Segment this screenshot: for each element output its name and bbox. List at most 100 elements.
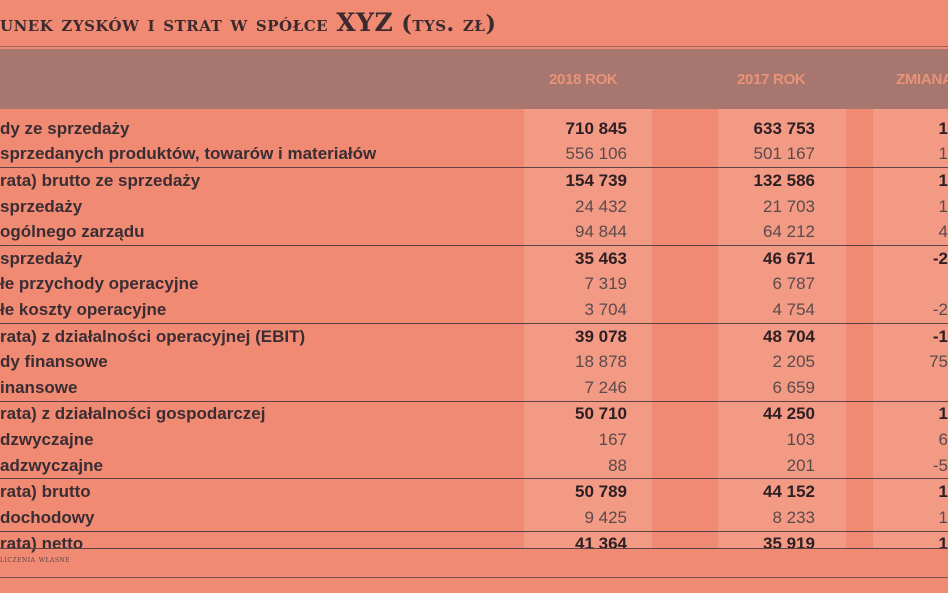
- value-change: 1: [865, 400, 948, 428]
- title-part1: unek zysków i strat w spółce: [0, 11, 337, 37]
- table-row: adzwyczajne 88 201 -5: [0, 453, 948, 479]
- value-2017: 633 753: [753, 118, 815, 138]
- row-label: rata) brutto ze sprzedaży: [0, 167, 520, 194]
- row-label: łe przychody operacyjne: [0, 274, 199, 294]
- value-2017: 21 703: [763, 196, 815, 216]
- spacer: [627, 244, 705, 272]
- value-2017: 64 212: [763, 222, 815, 242]
- table-row: ogólnego zarządu 94 844 64 212 4: [0, 219, 948, 245]
- spacer: [815, 322, 865, 350]
- value-change: 4: [938, 222, 948, 242]
- value-2018: 9 425: [584, 507, 627, 527]
- spacer: [815, 142, 865, 168]
- header-2017: 2017 ROK: [737, 71, 806, 88]
- table-row: łe przychody operacyjne 7 319 6 787: [0, 272, 948, 298]
- value-change: 1: [865, 530, 948, 558]
- row-label: rata) z działalności gospodarczej: [0, 400, 520, 428]
- value-2017: 132 586: [705, 167, 815, 194]
- spacer: [627, 349, 705, 375]
- value-2018: 7 246: [584, 377, 627, 397]
- spacer: [627, 322, 705, 350]
- spacer: [627, 297, 705, 323]
- title-company: XYZ: [336, 8, 394, 37]
- spacer: [627, 530, 705, 558]
- value-2017: 501 167: [753, 144, 815, 164]
- row-label: adzwyczajne: [0, 455, 103, 475]
- value-2017: 2 205: [772, 352, 815, 372]
- spacer: [627, 116, 705, 142]
- footer-divider: [0, 577, 948, 578]
- table-row: sprzedanych produktów, towarów i materia…: [0, 142, 948, 168]
- value-change: 75: [929, 352, 948, 372]
- value-2017: 6 659: [772, 377, 815, 397]
- value-2018: 41 364: [520, 530, 627, 558]
- spacer: [815, 116, 865, 142]
- value-2017: 4 754: [772, 299, 815, 319]
- table-title: unek zysków i strat w spółce XYZ (tys. z…: [0, 8, 496, 40]
- value-2017: 8 233: [772, 507, 815, 527]
- row-label: rata) z działalności operacyjnej (EBIT): [0, 322, 520, 350]
- row-label: dochodowy: [0, 507, 95, 527]
- spacer: [815, 194, 865, 220]
- table-bottom-divider: [0, 548, 948, 549]
- value-change: -5: [932, 455, 948, 475]
- spacer: [627, 167, 705, 194]
- spacer: [627, 375, 705, 401]
- value-2018: 50 789: [520, 478, 627, 505]
- value-2017: 35 919: [705, 530, 815, 558]
- table-row: dy finansowe 18 878 2 205 75: [0, 349, 948, 375]
- spacer: [627, 194, 705, 220]
- value-2018: 18 878: [575, 352, 627, 372]
- spacer: [815, 400, 865, 428]
- value-change: -1: [865, 322, 948, 350]
- row-label: sprzedaży: [0, 196, 83, 216]
- table-header: 2018 ROK 2017 ROK ZMIANA: [0, 49, 948, 109]
- table-row: sprzedaży 24 432 21 703 1: [0, 194, 948, 220]
- row-label: dzwyczajne: [0, 429, 94, 449]
- value-2018: 24 432: [575, 196, 627, 216]
- value-2018: 3 704: [584, 299, 627, 319]
- row-label: sprzedanych produktów, towarów i materia…: [0, 144, 377, 164]
- value-2017: 44 250: [705, 400, 815, 428]
- spacer: [627, 142, 705, 168]
- spacer: [815, 453, 865, 479]
- value-2018: 94 844: [575, 222, 627, 242]
- table-row: łe koszty operacyjne 3 704 4 754 -2: [0, 297, 948, 323]
- row-label: sprzedaży: [0, 244, 520, 272]
- table-row: rata) brutto ze sprzedaży 154 739 132 586 1: [0, 167, 948, 194]
- row-label: ogólnego zarządu: [0, 222, 145, 242]
- income-statement-table: dy ze sprzedaży 710 845 633 753 1 sprzedanyc…: [0, 116, 948, 558]
- spacer: [627, 272, 705, 298]
- spacer: [815, 167, 865, 194]
- row-label: dy ze sprzedaży: [0, 118, 130, 138]
- value-2018: 88: [608, 455, 627, 475]
- spacer: [815, 505, 865, 531]
- table-row: dy ze sprzedaży 710 845 633 753 1: [0, 116, 948, 142]
- title-divider: [0, 46, 948, 47]
- spacer: [815, 427, 865, 453]
- value-change: -2: [932, 299, 948, 319]
- table-row: dzwyczajne 167 103 6: [0, 427, 948, 453]
- spacer: [627, 427, 705, 453]
- header-2018: 2018 ROK: [549, 71, 618, 88]
- value-2017: 201: [786, 455, 815, 475]
- value-change: 1: [938, 196, 948, 216]
- table-row: rata) netto 41 364 35 919 1: [0, 530, 948, 558]
- value-change: [865, 272, 948, 298]
- spacer: [815, 478, 865, 505]
- source-note: liczenia własne: [0, 555, 71, 565]
- value-change: 1: [938, 144, 948, 164]
- spacer: [815, 244, 865, 272]
- row-label: dy finansowe: [0, 352, 108, 372]
- value-2018: 35 463: [520, 244, 627, 272]
- value-2018: 39 078: [520, 322, 627, 350]
- value-2017: 46 671: [705, 244, 815, 272]
- header-change: ZMIANA: [896, 71, 948, 88]
- spacer: [815, 219, 865, 245]
- row-label: rata) netto: [0, 530, 520, 558]
- value-change: 1: [865, 167, 948, 194]
- spacer: [627, 400, 705, 428]
- spacer: [627, 219, 705, 245]
- value-2018: 556 106: [565, 144, 627, 164]
- table-row: dochodowy 9 425 8 233 1: [0, 505, 948, 531]
